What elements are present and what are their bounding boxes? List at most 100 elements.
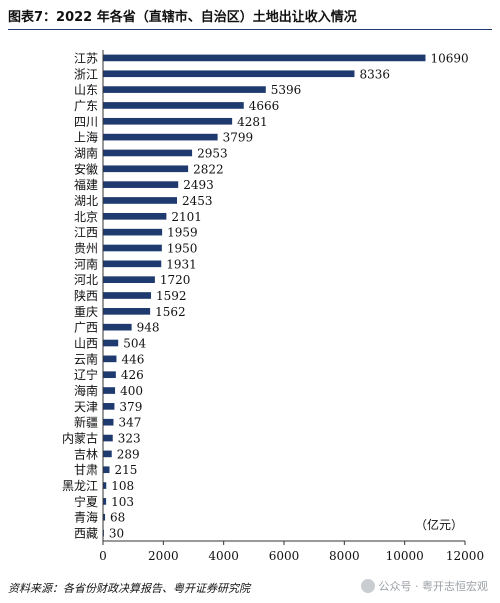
category-label: 新疆 [74,415,98,430]
data-label: 10690 [430,51,468,65]
x-tick-label: 0 [99,549,107,563]
bar [103,149,193,157]
bar [103,70,355,78]
bar [103,450,112,458]
data-label: 2101 [171,210,202,224]
x-tick-label: 2000 [148,549,179,563]
bar [103,482,107,489]
data-label: 108 [111,479,134,493]
bar [103,54,426,62]
category-label: 黑龙江 [62,479,98,493]
bar [103,323,132,331]
x-tick-label: 10000 [386,549,424,563]
bar [103,513,106,521]
category-label: 陕西 [74,288,98,303]
category-label: 江苏 [74,51,98,65]
bar [103,418,114,426]
bar [103,117,233,125]
bar [103,212,167,220]
category-label: 浙江 [74,67,98,81]
data-label: 8336 [359,67,390,81]
bar [103,498,107,505]
bar [103,434,113,442]
data-label: 2953 [197,146,228,160]
category-label: 云南 [74,351,98,366]
category-label: 天津 [74,400,98,414]
data-label: 347 [118,416,141,430]
category-label: 河北 [74,273,98,287]
data-label: 446 [121,352,144,366]
category-label: 广东 [74,99,98,113]
data-label: 323 [118,432,141,446]
category-label: 广西 [74,321,98,335]
unit-label: （亿元） [415,517,463,532]
data-label: 103 [111,495,134,509]
data-label: 1562 [155,305,186,319]
bar [103,228,163,236]
category-label: 北京 [74,210,98,224]
watermark-text: 公众号 · 粤开志恒宏观 [378,580,489,593]
data-label: 1931 [166,257,197,271]
category-label: 西藏 [74,527,98,541]
category-label: 河南 [74,256,98,271]
category-label: 贵州 [74,241,98,255]
bar [103,466,110,474]
data-label: 2453 [182,194,213,208]
chart-title: 图表7：2022 年各省（直辖市、自治区）土地出让收入情况 [8,10,357,25]
bar [103,371,116,379]
category-label: 宁夏 [74,494,98,509]
title-rule [8,29,492,30]
bar [103,244,162,252]
bar [103,339,119,347]
data-label: 379 [119,400,142,414]
category-label: 四川 [74,115,98,129]
bar [103,308,151,315]
category-label: 江西 [74,226,98,240]
bar [103,403,115,410]
data-label: 2822 [193,162,224,176]
bar [103,133,218,141]
data-label: 426 [121,368,144,382]
watermark: 公众号 · 粤开志恒宏观 [360,578,489,594]
data-label: 1950 [167,241,198,255]
bar [103,181,179,188]
bar [103,165,189,173]
data-label: 30 [109,527,124,541]
category-label: 吉林 [74,447,98,461]
bar [103,86,266,93]
data-label: 948 [137,321,160,335]
bar [103,276,155,283]
category-label: 福建 [74,177,98,192]
source-note: 资料来源：各省份财政决算报告、粤开证券研究院 [8,582,250,595]
category-label: 湖南 [74,145,98,160]
data-label: 1592 [156,289,187,303]
x-tick-label: 8000 [329,549,360,563]
data-label: 504 [123,337,146,351]
data-label: 5396 [271,83,302,97]
data-label: 215 [114,463,137,477]
data-label: 1720 [160,273,191,287]
category-label: 山东 [74,83,98,97]
data-label: 3799 [223,131,254,145]
category-label: 青海 [74,510,98,525]
category-label: 上海 [74,130,98,145]
bar [103,102,244,109]
data-label: 4281 [237,115,268,129]
x-tick-label: 6000 [269,549,300,563]
data-label: 68 [110,511,125,525]
category-label: 重庆 [74,305,98,319]
bar [103,387,116,394]
category-label: 甘肃 [74,463,98,477]
data-label: 2493 [183,178,214,192]
bar [103,355,117,363]
category-label: 山西 [74,337,98,351]
bar [103,260,162,268]
wechat-icon [360,579,375,593]
x-tick-label: 12000 [446,549,484,563]
category-label: 安徽 [74,161,98,176]
category-label: 湖北 [74,193,98,208]
data-label: 289 [117,447,140,461]
data-label: 400 [120,384,143,398]
data-label: 4666 [249,99,280,113]
